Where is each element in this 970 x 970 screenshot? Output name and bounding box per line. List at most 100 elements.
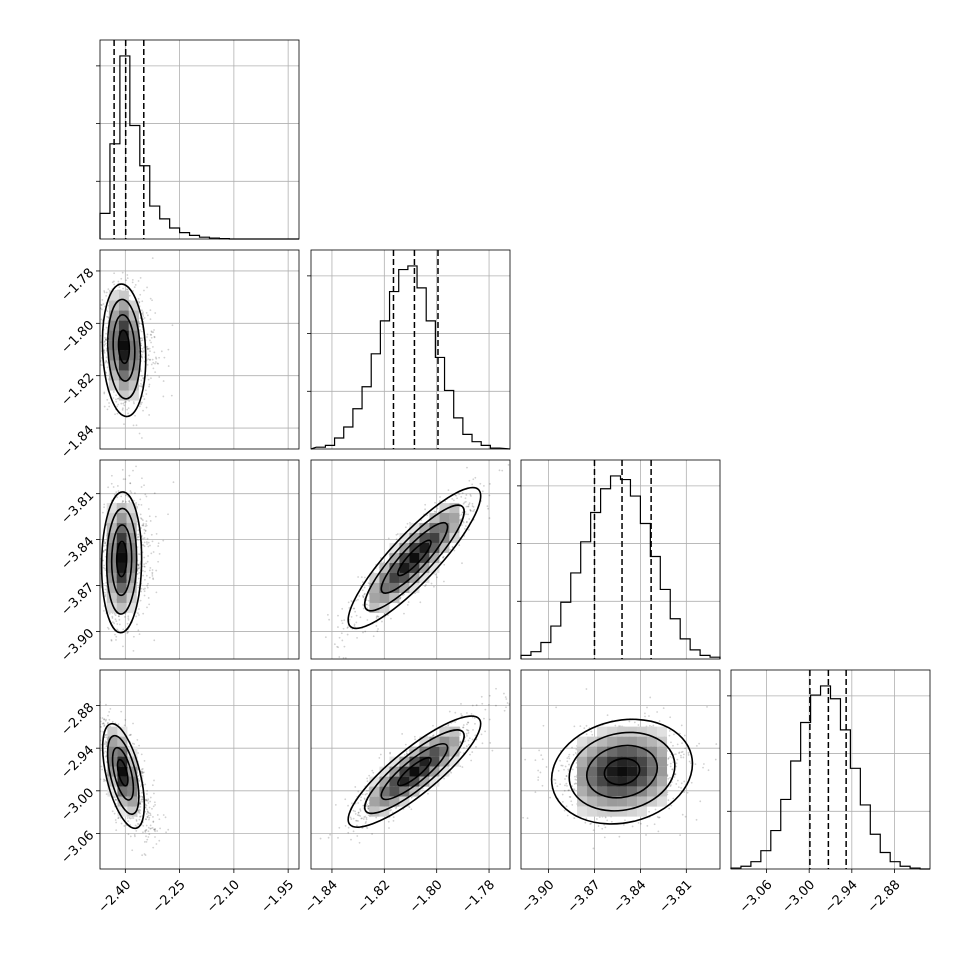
sample-point (467, 513, 469, 515)
sample-point (144, 532, 146, 534)
scatter-panel-r2-c0 (93, 460, 299, 659)
sample-point (106, 356, 108, 358)
sample-point (144, 571, 146, 573)
sample-point (106, 399, 108, 401)
sample-point (143, 484, 145, 486)
sample-point (141, 402, 143, 404)
sample-point (129, 295, 131, 297)
sample-point (97, 344, 99, 346)
sample-point (114, 634, 116, 636)
sample-point (122, 469, 124, 471)
sample-point (146, 407, 148, 409)
sample-point (147, 358, 149, 360)
sample-point (317, 661, 319, 663)
sample-point (127, 277, 129, 279)
sample-point (104, 542, 106, 544)
sample-point (486, 505, 488, 507)
density-cell (117, 513, 127, 523)
sample-point (469, 502, 471, 504)
sample-point (344, 646, 346, 648)
sample-point (133, 424, 135, 426)
sample-point (443, 564, 445, 566)
sample-point (134, 415, 136, 417)
sample-point (162, 540, 164, 542)
sample-point (145, 562, 147, 564)
sample-point (118, 286, 120, 288)
sample-point (435, 574, 437, 576)
sample-point (337, 615, 339, 617)
sample-point (125, 279, 127, 281)
sample-point (375, 625, 377, 627)
sample-point (128, 475, 130, 477)
sample-point (150, 797, 152, 799)
sample-point (144, 317, 146, 319)
sample-point (364, 631, 366, 633)
sample-point (145, 530, 147, 532)
sample-point (138, 587, 140, 589)
sample-point (103, 345, 105, 347)
sample-point (143, 290, 145, 292)
sample-point (146, 606, 148, 608)
sample-point (124, 616, 126, 618)
sample-point (142, 613, 144, 615)
sample-point (139, 405, 141, 407)
sample-point (146, 841, 148, 843)
sample-point (128, 500, 130, 502)
sample-point (103, 506, 105, 508)
sample-point (400, 597, 402, 599)
sample-point (143, 398, 145, 400)
sample-point (120, 278, 122, 280)
histogram-panel-1 (307, 250, 510, 449)
sample-point (146, 585, 148, 587)
sample-point (347, 634, 349, 636)
sample-point (334, 643, 336, 645)
sample-point (93, 731, 95, 733)
sample-point (122, 403, 124, 405)
sample-point (448, 489, 450, 491)
sample-point (120, 495, 122, 497)
sample-point (141, 357, 143, 359)
sample-point (132, 470, 134, 472)
sample-point (103, 504, 105, 506)
sample-point (105, 736, 107, 738)
sample-point (116, 623, 118, 625)
sample-point (149, 813, 151, 815)
sample-point (133, 650, 135, 652)
sample-point (150, 377, 152, 379)
sample-point (152, 577, 154, 579)
sample-point (111, 639, 113, 641)
sample-point (141, 477, 143, 479)
sample-point (437, 508, 439, 510)
sample-point (127, 413, 129, 415)
sample-point (105, 295, 107, 297)
sample-point (118, 490, 120, 492)
sample-point (133, 401, 135, 403)
sample-point (124, 401, 126, 403)
sample-point (103, 393, 105, 395)
sample-point (148, 827, 150, 829)
sample-point (106, 292, 108, 294)
sample-point (396, 538, 398, 540)
sample-point (123, 825, 125, 827)
sample-point (146, 336, 148, 338)
sample-point (97, 537, 99, 539)
sample-point (122, 407, 124, 409)
sample-point (148, 386, 150, 388)
sample-point (157, 362, 159, 364)
density-cell (119, 321, 129, 331)
sample-point (117, 404, 119, 406)
panel-content (93, 460, 299, 659)
sample-point (465, 494, 467, 496)
sample-point (149, 567, 151, 569)
sample-point (145, 393, 147, 395)
sample-point (138, 608, 140, 610)
sample-point (381, 561, 383, 563)
sample-point (122, 288, 124, 290)
sample-point (163, 380, 165, 382)
sample-point (107, 486, 109, 488)
sample-point (137, 534, 139, 536)
sample-point (103, 780, 105, 782)
sample-point (501, 470, 503, 472)
sample-point (453, 550, 455, 552)
sample-point (136, 424, 138, 426)
